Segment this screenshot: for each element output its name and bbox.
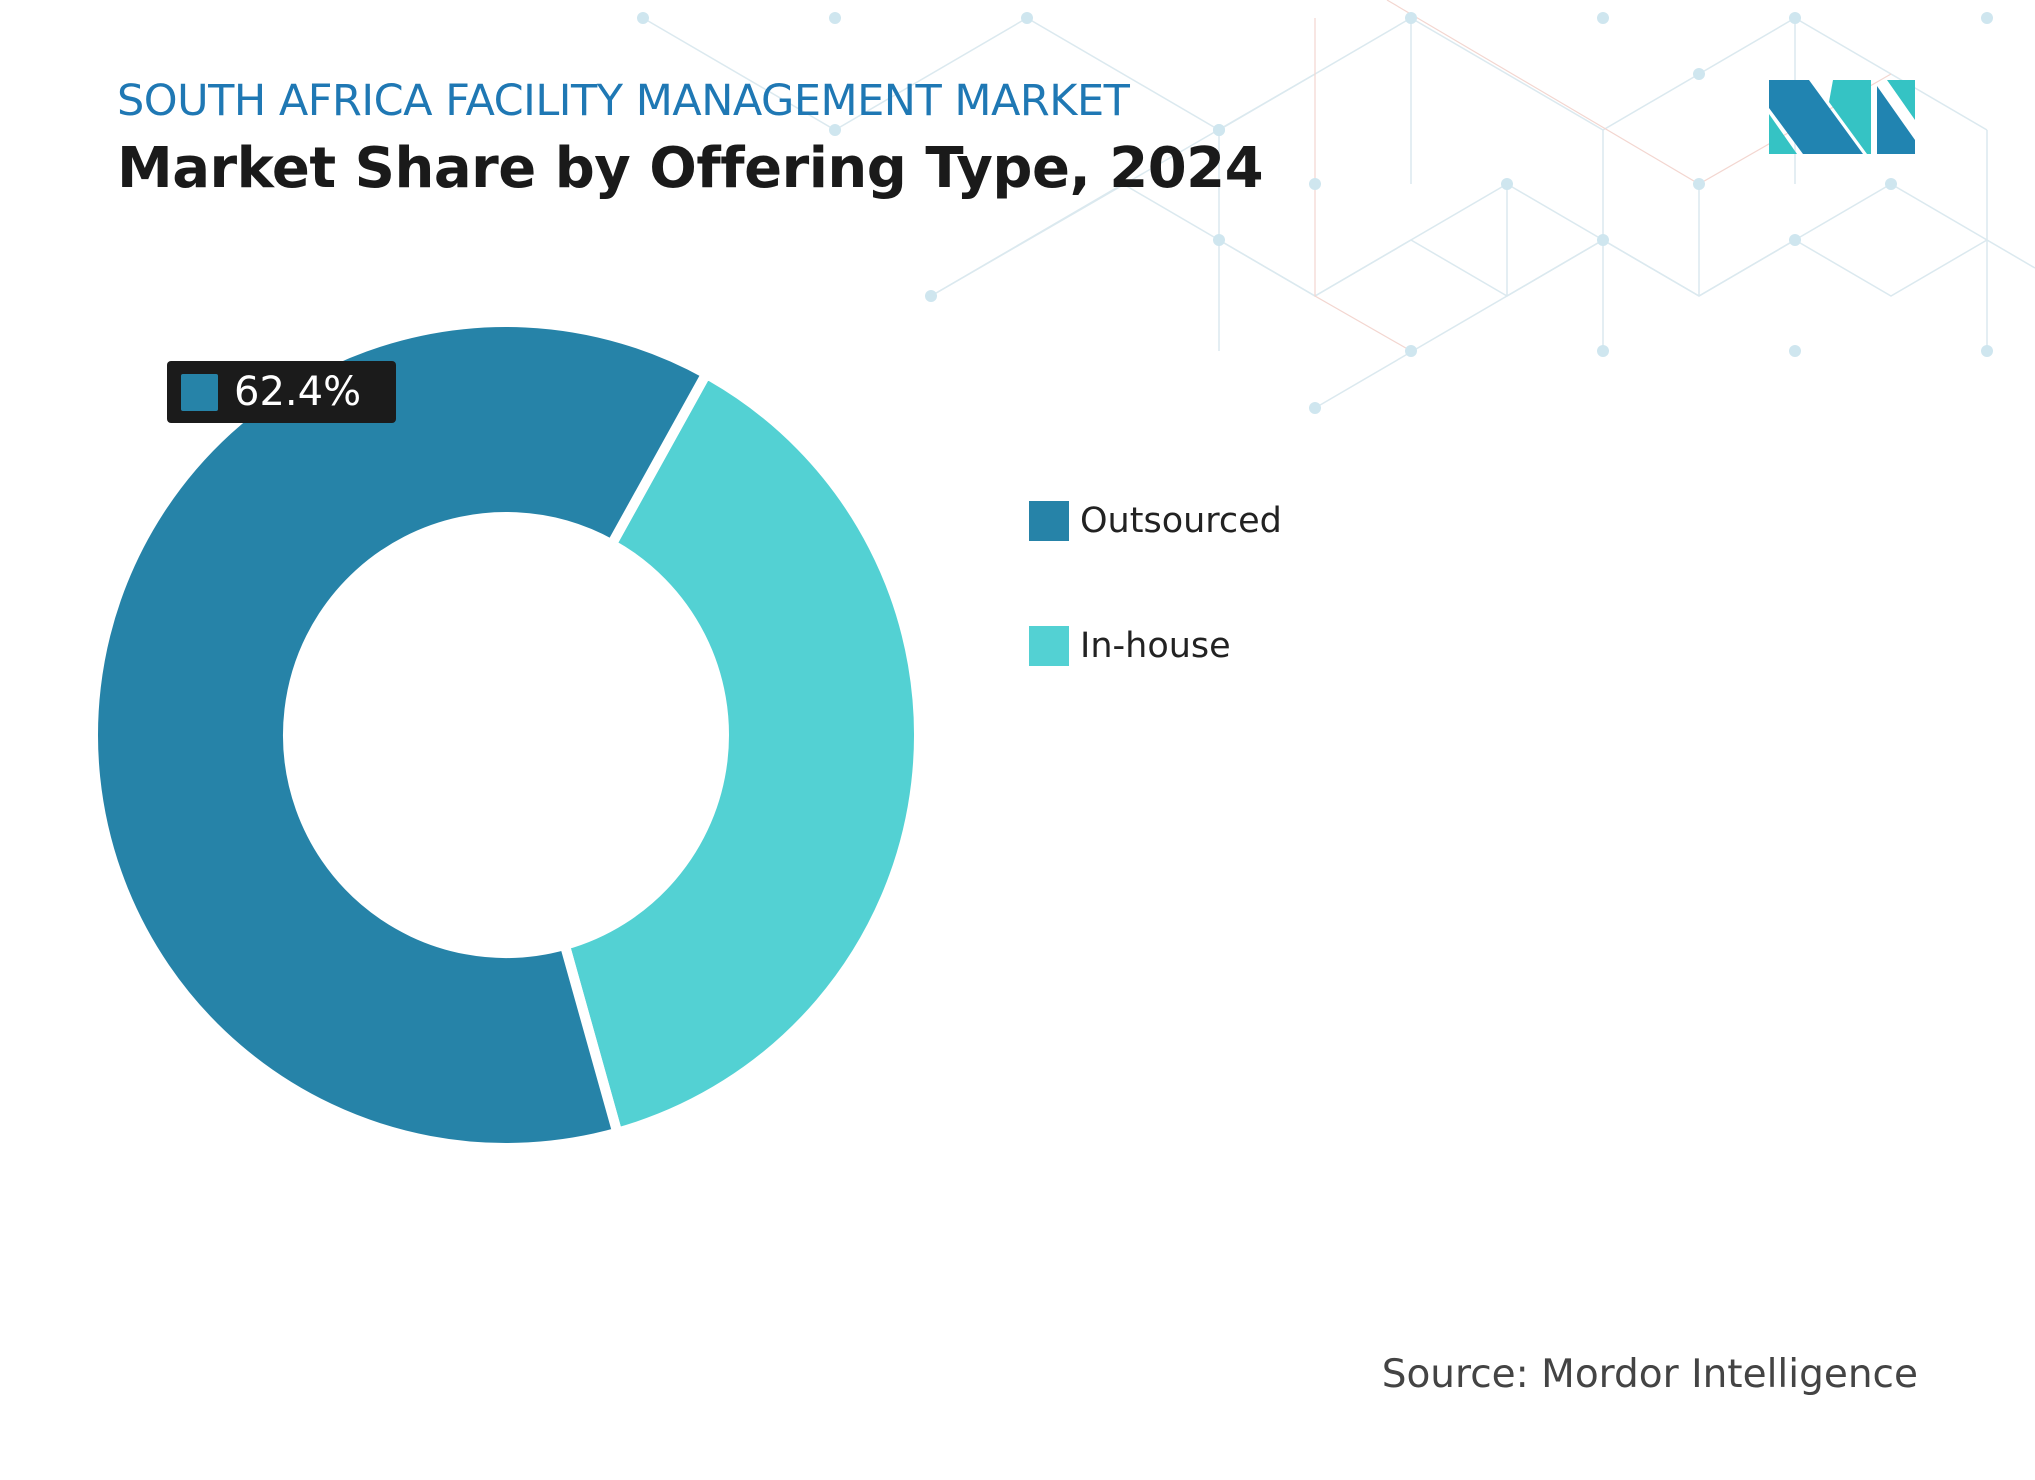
legend: Outsourced In-house xyxy=(1029,500,1282,750)
source-note: Source: Mordor Intelligence xyxy=(1381,1352,1918,1397)
donut-slice-in-house xyxy=(558,366,924,1139)
data-label-value: 62.4% xyxy=(234,369,362,415)
legend-label: Outsourced xyxy=(1080,501,1282,541)
chart-title: Market Share by Offering Type, 2024 xyxy=(117,136,1264,201)
legend-item-outsourced: Outsourced xyxy=(1029,500,1282,542)
chart-subtitle: SOUTH AFRICA FACILITY MANAGEMENT MARKET xyxy=(117,76,1130,126)
data-label-outsourced: 62.4% xyxy=(167,361,396,423)
legend-label: In-house xyxy=(1080,626,1231,666)
legend-item-in-house: In-house xyxy=(1029,625,1282,667)
legend-swatch-in-house xyxy=(1029,626,1069,666)
legend-swatch-outsourced xyxy=(1029,501,1069,541)
mordor-intelligence-logo xyxy=(1769,80,1915,154)
donut-slice-outsourced xyxy=(88,317,714,1153)
data-label-swatch xyxy=(181,373,218,411)
